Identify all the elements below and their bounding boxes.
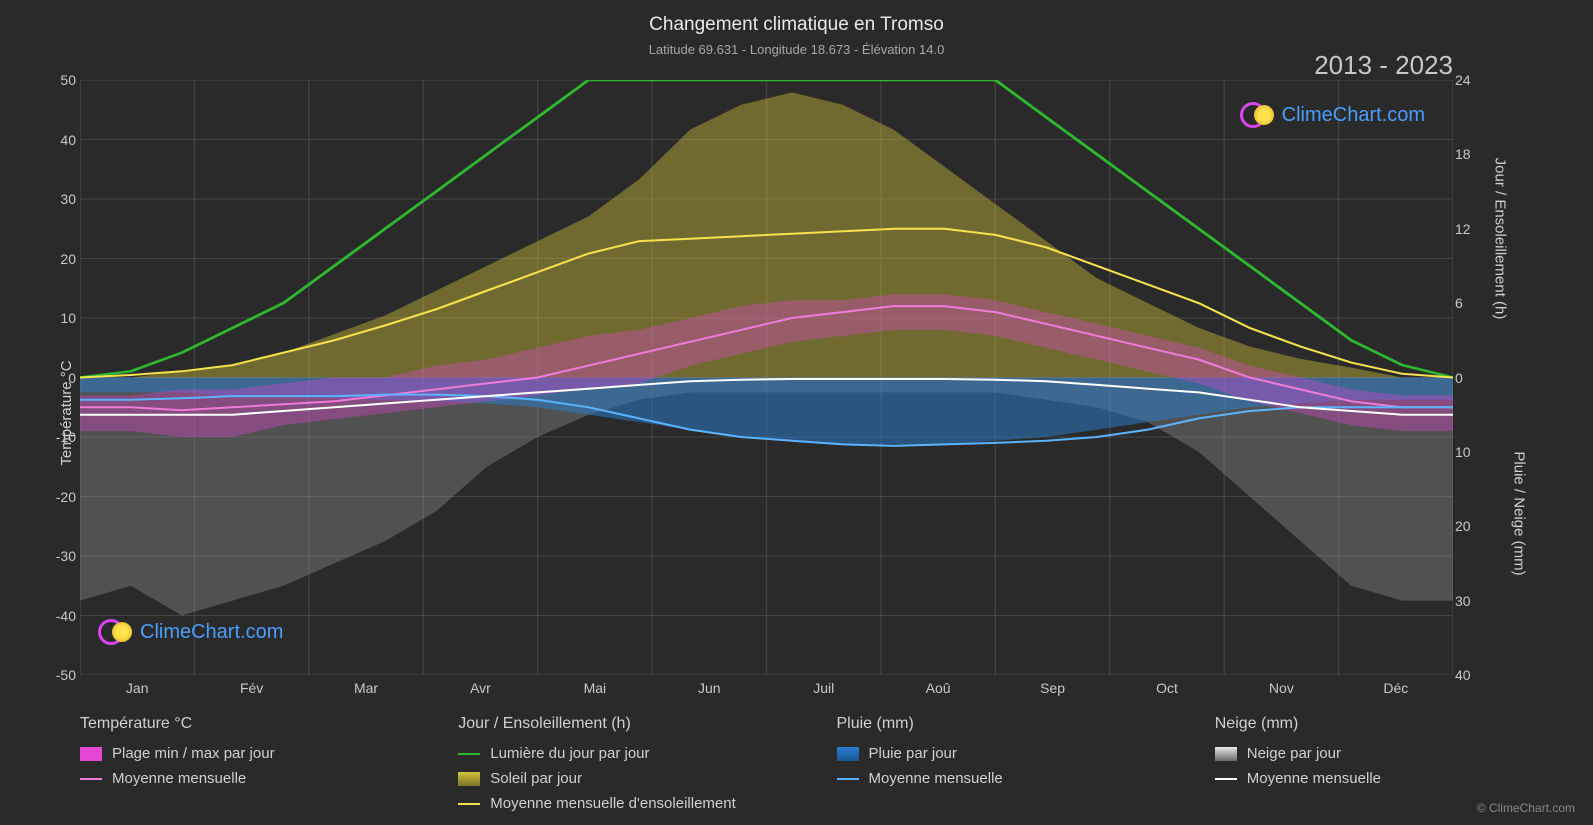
x-month-tick: Oct — [1156, 680, 1178, 696]
legend-item: Pluie par jour — [837, 745, 1175, 762]
legend-item: Neige par jour — [1215, 745, 1553, 762]
legend-label: Moyenne mensuelle — [1247, 770, 1381, 787]
y-left-tick: 40 — [50, 132, 76, 148]
y-left-tick: -40 — [50, 608, 76, 624]
x-month-tick: Jun — [698, 680, 721, 696]
legend-column: Jour / Ensoleillement (h) Lumière du jour… — [458, 715, 796, 820]
copyright-text: © ClimeChart.com — [1477, 801, 1575, 815]
legend-swatch — [1215, 778, 1237, 780]
y-left-tick: 50 — [50, 72, 76, 88]
y-right-top-tick: 6 — [1455, 295, 1481, 311]
x-month-tick: Mar — [354, 680, 378, 696]
y-axis-precip-label: Pluie / Neige (mm) — [1510, 451, 1527, 575]
y-left-tick: 10 — [50, 310, 76, 326]
x-month-tick: Juil — [813, 680, 834, 696]
legend-label: Moyenne mensuelle — [112, 770, 246, 787]
legend-header: Neige (mm) — [1215, 715, 1553, 733]
y-axis-daylight-label: Jour / Ensoleillement (h) — [1492, 158, 1509, 320]
legend-item: Soleil par jour — [458, 770, 796, 787]
legend-label: Plage min / max par jour — [112, 745, 275, 762]
legend-swatch — [1215, 747, 1237, 761]
chart-title: Changement climatique en Tromso — [0, 0, 1593, 36]
legend-item: Moyenne mensuelle — [837, 770, 1175, 787]
y-right-top-tick: 0 — [1455, 370, 1481, 386]
y-right-bottom-tick: 10 — [1455, 444, 1481, 460]
y-left-tick: -30 — [50, 548, 76, 564]
legend-label: Moyenne mensuelle d'ensoleillement — [490, 795, 736, 812]
legend-item: Plage min / max par jour — [80, 745, 418, 762]
y-right-bottom-tick: 40 — [1455, 667, 1481, 683]
legend-header: Jour / Ensoleillement (h) — [458, 715, 796, 733]
y-left-tick: 20 — [50, 251, 76, 267]
legend-item: Moyenne mensuelle — [1215, 770, 1553, 787]
y-right-bottom-tick: 30 — [1455, 593, 1481, 609]
legend-label: Soleil par jour — [490, 770, 582, 787]
legend-label: Neige par jour — [1247, 745, 1341, 762]
legend-swatch — [80, 747, 102, 761]
legend-item: Moyenne mensuelle d'ensoleillement — [458, 795, 796, 812]
legend-label: Lumière du jour par jour — [490, 745, 649, 762]
year-range-label: 2013 - 2023 — [1314, 50, 1453, 81]
legend-label: Moyenne mensuelle — [869, 770, 1003, 787]
plot-area — [80, 80, 1453, 675]
climate-chart: Changement climatique en Tromso Latitude… — [0, 0, 1593, 825]
legend-swatch — [837, 778, 859, 780]
legend-swatch — [458, 753, 480, 755]
x-month-tick: Fév — [240, 680, 263, 696]
y-right-bottom-tick: 20 — [1455, 518, 1481, 534]
x-month-tick: Avr — [470, 680, 491, 696]
legend-swatch — [458, 803, 480, 805]
x-month-tick: Nov — [1269, 680, 1294, 696]
legend-column: Température °C Plage min / max par jour Mo… — [80, 715, 418, 820]
y-right-top-tick: 24 — [1455, 72, 1481, 88]
legend-label: Pluie par jour — [869, 745, 957, 762]
chart-legend: Température °C Plage min / max par jour Mo… — [80, 715, 1553, 820]
legend-header: Température °C — [80, 715, 418, 733]
legend-column: Pluie (mm) Pluie par jour Moyenne mensuell… — [837, 715, 1175, 820]
legend-item: Lumière du jour par jour — [458, 745, 796, 762]
x-month-tick: Aoû — [926, 680, 951, 696]
y-left-tick: -20 — [50, 489, 76, 505]
legend-swatch — [80, 778, 102, 780]
legend-header: Pluie (mm) — [837, 715, 1175, 733]
legend-swatch — [837, 747, 859, 761]
y-right-top-tick: 12 — [1455, 221, 1481, 237]
x-month-tick: Déc — [1383, 680, 1408, 696]
y-left-tick: 30 — [50, 191, 76, 207]
y-right-top-tick: 18 — [1455, 146, 1481, 162]
x-month-tick: Sep — [1040, 680, 1065, 696]
legend-item: Moyenne mensuelle — [80, 770, 418, 787]
y-left-tick: 0 — [50, 370, 76, 386]
plot-svg — [80, 80, 1453, 675]
x-month-tick: Mai — [584, 680, 607, 696]
legend-swatch — [458, 772, 480, 786]
x-month-tick: Jan — [126, 680, 149, 696]
y-left-tick: -10 — [50, 429, 76, 445]
x-axis-month-labels: Jan Fév Mar Avr Mai Jun Juil Aoû Sep Oct Nov Déc — [80, 680, 1453, 704]
y-left-tick: -50 — [50, 667, 76, 683]
